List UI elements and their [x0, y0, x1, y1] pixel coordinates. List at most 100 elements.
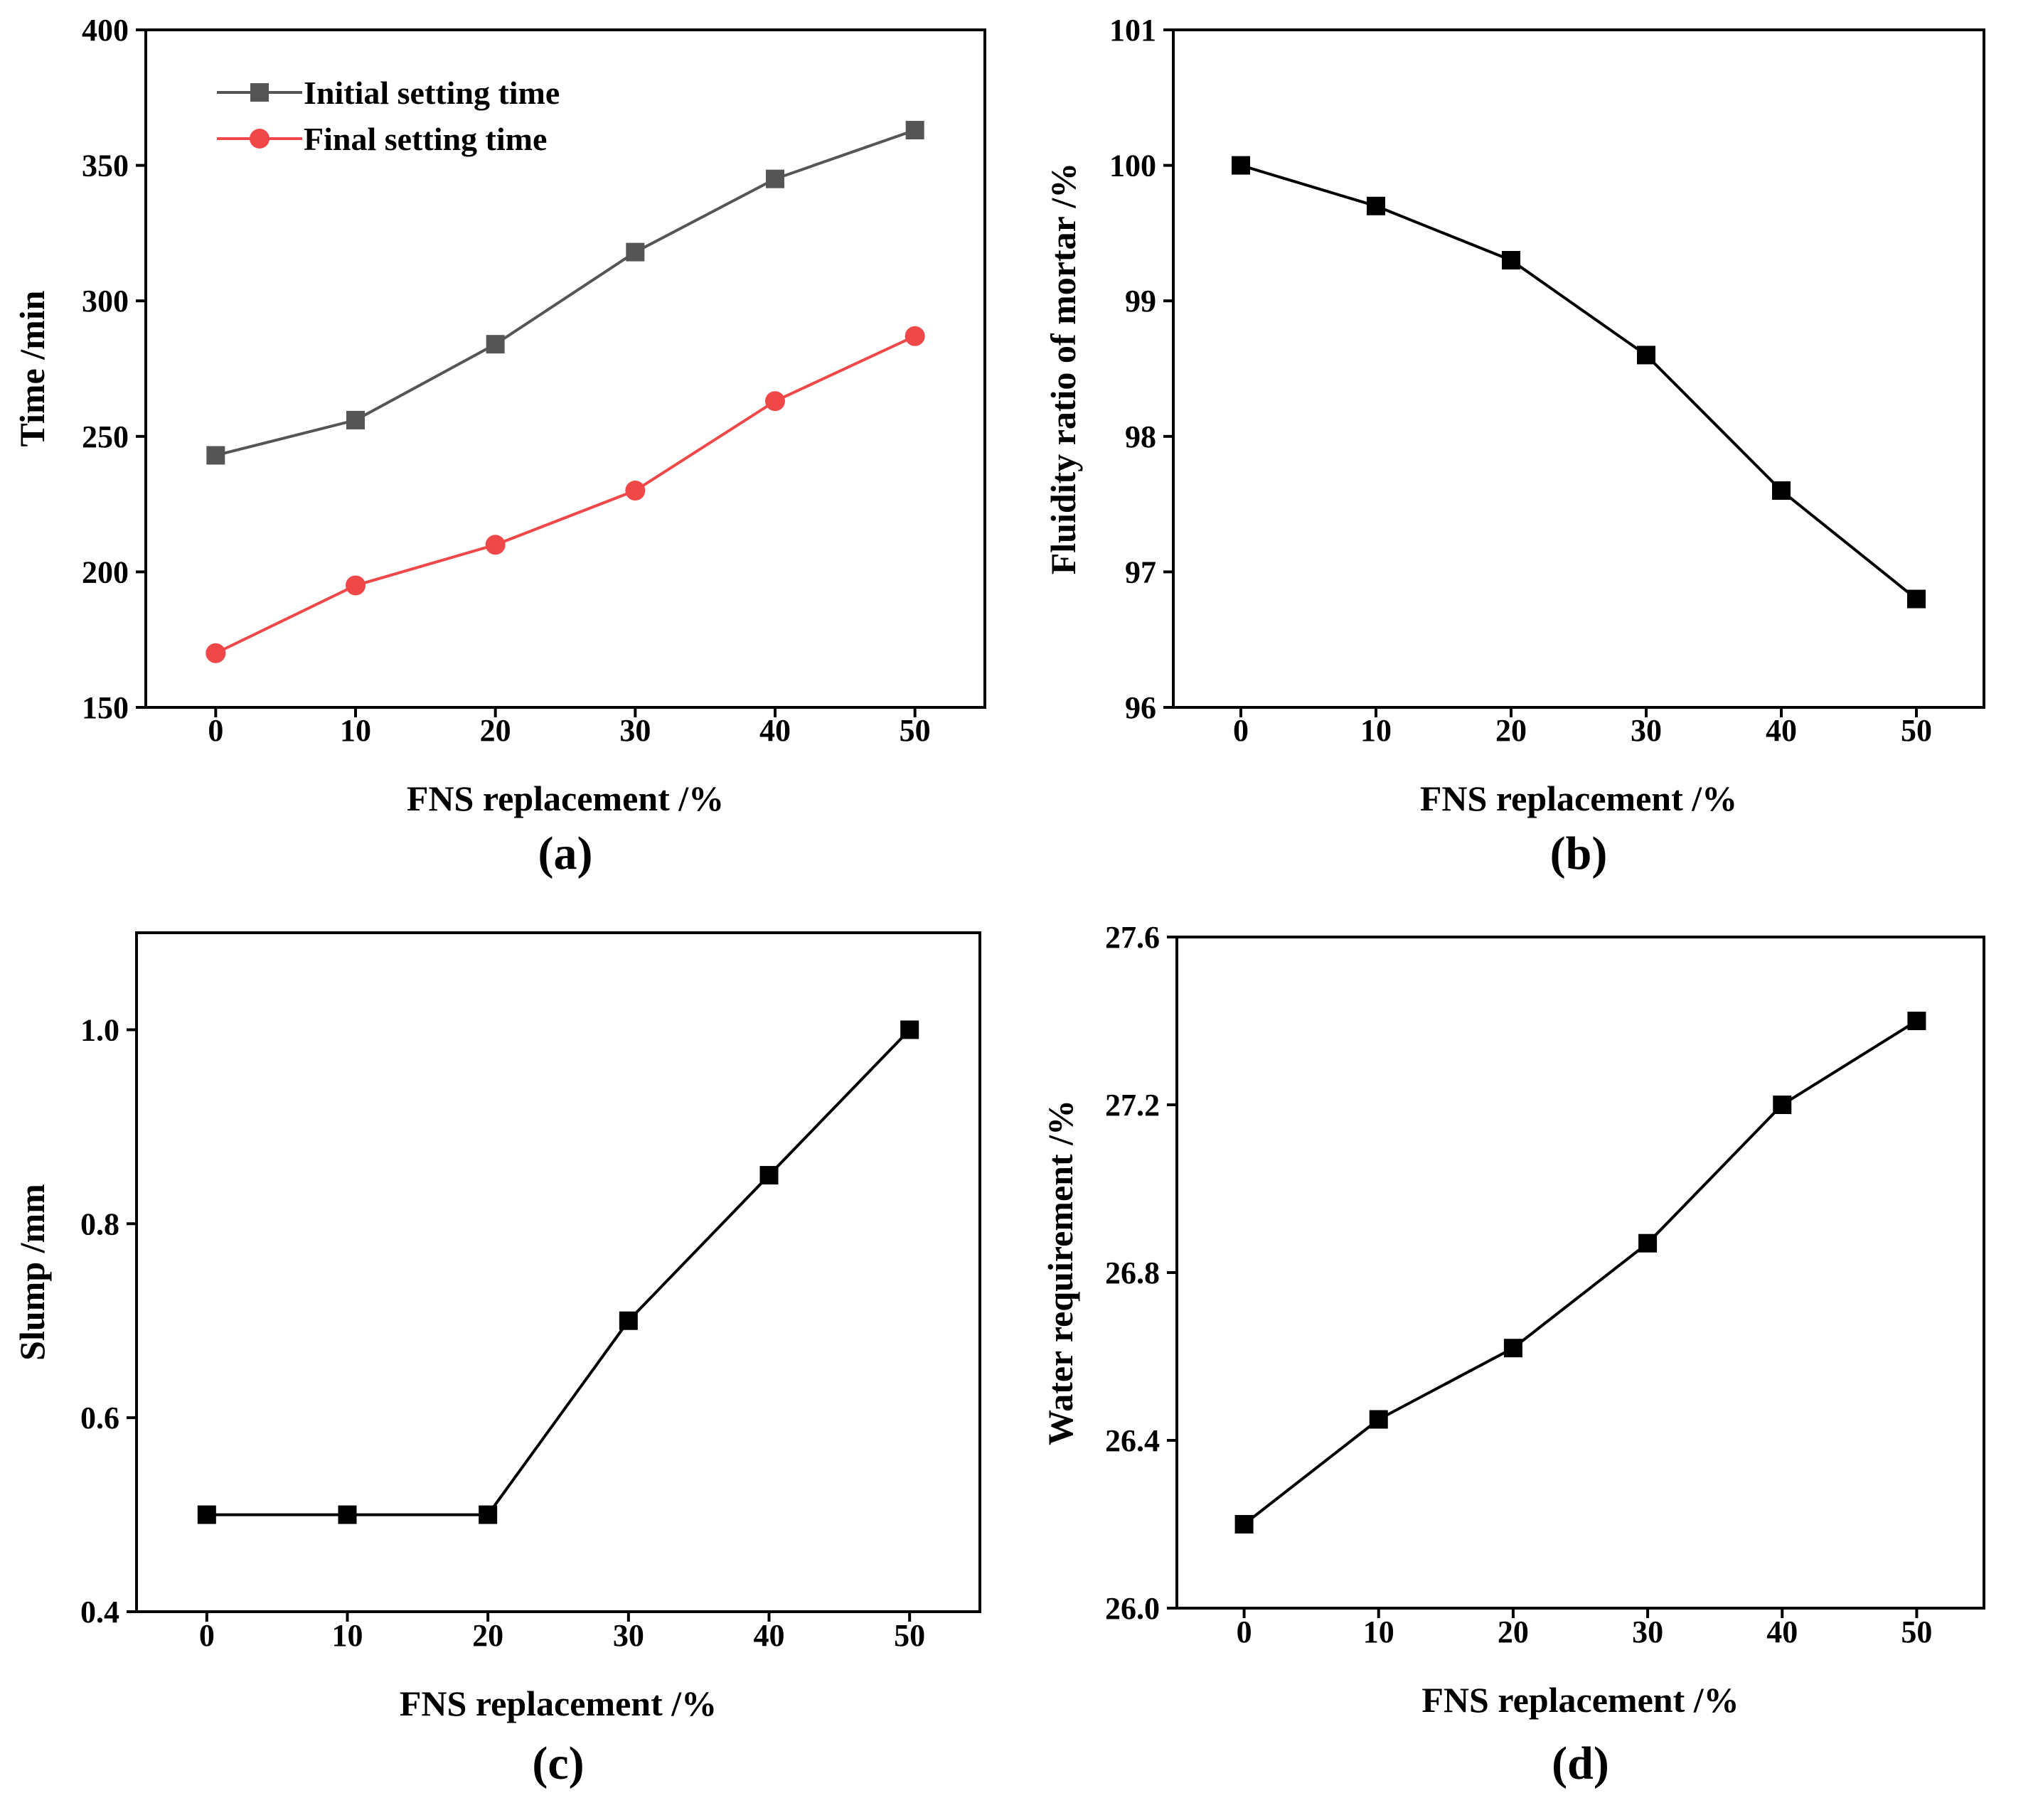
- data-point: [1234, 1515, 1254, 1533]
- series-line: [215, 129, 916, 457]
- data-point: [765, 391, 785, 412]
- data-point: [479, 1505, 498, 1524]
- panel-label: (a): [538, 828, 593, 879]
- data-point: [486, 335, 505, 354]
- y-tick-label: 27.6: [1105, 920, 1160, 955]
- plot-frame: [1175, 936, 1985, 1610]
- x-tick-label: 0: [208, 713, 223, 748]
- x-tick-label: 0: [199, 1618, 215, 1653]
- y-tick-label: 1.0: [80, 1012, 119, 1047]
- y-tick-label: 300: [82, 284, 129, 318]
- series-line: [1243, 1019, 1918, 1526]
- x-tick-label: 50: [1901, 713, 1932, 748]
- x-axis-label: FNS replacement /%: [1421, 1680, 1739, 1720]
- y-axis-label: Fluidity ratio of mortar /%: [1043, 163, 1083, 575]
- x-tick-label: 30: [619, 713, 651, 748]
- x-tick-label: 10: [340, 713, 371, 748]
- data-point: [485, 535, 506, 555]
- x-tick-label: 20: [480, 713, 511, 748]
- x-tick-label: 20: [472, 1618, 503, 1653]
- plot-frame: [135, 931, 981, 1613]
- y-tick-label: 250: [82, 419, 129, 454]
- y-tick-label: 100: [1109, 149, 1156, 183]
- x-tick-label: 20: [1498, 1615, 1529, 1649]
- x-tick-label: 30: [1632, 1615, 1663, 1649]
- x-tick-label: 50: [900, 713, 931, 748]
- x-tick-label: 40: [1766, 713, 1797, 748]
- data-point: [1773, 1096, 1792, 1114]
- x-tick-label: 10: [1360, 713, 1392, 748]
- data-point: [625, 481, 646, 501]
- series-line: [1240, 164, 1918, 601]
- legend-label: Final setting time: [304, 121, 547, 157]
- x-tick-label: 10: [332, 1618, 363, 1653]
- panel-label: (c): [532, 1738, 584, 1789]
- chart-panel-b: 0 10 20 30 40 50 96 97 98 99 100 101 FNS replacement…: [1043, 13, 1985, 879]
- x-tick-label: 30: [1631, 713, 1662, 748]
- y-tick-label: 27.2: [1105, 1088, 1160, 1123]
- data-point: [766, 169, 784, 188]
- data-point: [626, 242, 645, 262]
- data-point: [1772, 481, 1791, 500]
- data-point: [1369, 1410, 1388, 1429]
- y-tick-label: 0.8: [80, 1206, 119, 1241]
- y-tick-label: 0.6: [80, 1401, 119, 1435]
- data-point: [346, 575, 366, 596]
- legend-label: Initial setting time: [304, 75, 560, 111]
- data-point: [905, 326, 925, 346]
- data-point: [206, 446, 225, 465]
- y-axis-label: Water requirement /%: [1040, 1100, 1080, 1445]
- x-tick-label: 50: [1901, 1615, 1932, 1649]
- data-point: [1503, 1339, 1522, 1358]
- legend-marker: [250, 83, 269, 102]
- y-tick-label: 98: [1125, 419, 1156, 454]
- data-point: [1907, 589, 1926, 609]
- data-point: [900, 1020, 919, 1039]
- plot-frame: [1172, 28, 1985, 709]
- x-tick-label: 50: [894, 1618, 925, 1653]
- data-point: [905, 121, 924, 140]
- y-tick-label: 96: [1125, 690, 1156, 725]
- y-tick-label: 26.0: [1105, 1591, 1160, 1626]
- y-tick-label: 150: [82, 690, 129, 725]
- x-tick-label: 30: [613, 1618, 644, 1653]
- data-point: [206, 643, 226, 663]
- series-line: [206, 1029, 911, 1516]
- chart-panel-a: 0 10 20 30 40 50 150 200 250 300 350 400 FNS replace…: [12, 13, 986, 879]
- x-tick-label: 20: [1495, 713, 1527, 748]
- legend: Initial setting time Final setting time: [217, 75, 560, 157]
- data-point: [619, 1311, 638, 1330]
- y-tick-label: 97: [1125, 555, 1156, 589]
- y-axis-label: Time /min: [12, 290, 52, 446]
- data-point: [346, 410, 365, 429]
- y-axis-label: Slump /mm: [12, 1184, 52, 1361]
- y-tick-label: 350: [82, 149, 129, 183]
- data-point: [759, 1166, 779, 1185]
- data-point: [197, 1505, 216, 1524]
- y-tick-label: 26.8: [1105, 1256, 1160, 1290]
- y-tick-label: 101: [1109, 13, 1156, 48]
- legend-marker: [250, 129, 270, 149]
- data-point: [338, 1505, 357, 1524]
- x-axis-label: FNS replacement /%: [1420, 778, 1737, 818]
- y-tick-label: 0.4: [80, 1595, 119, 1629]
- data-point: [1907, 1012, 1926, 1030]
- y-tick-label: 26.4: [1105, 1423, 1160, 1458]
- y-tick-label: 400: [82, 13, 129, 48]
- y-tick-label: 99: [1125, 284, 1156, 318]
- data-point: [1638, 1233, 1658, 1253]
- data-point: [1502, 251, 1520, 270]
- data-point: [1367, 196, 1385, 215]
- x-tick-label: 40: [1766, 1615, 1798, 1649]
- chart-panel-d: 0 10 20 30 40 50 26.0 26.4 26.8 27.2 27.6 FNS repla…: [1040, 920, 1985, 1789]
- x-tick-label: 10: [1363, 1615, 1394, 1649]
- series-line: [215, 334, 916, 655]
- data-point: [1232, 156, 1250, 175]
- panel-label: (d): [1552, 1738, 1609, 1789]
- x-tick-label: 0: [1237, 1615, 1252, 1649]
- panel-label: (b): [1550, 828, 1608, 879]
- chart-panel-c: 0 10 20 30 40 50 0.4 0.6 0.8 1.0 FNS replacement /…: [12, 931, 981, 1789]
- x-axis-label: FNS replacement /%: [400, 1684, 717, 1723]
- x-tick-label: 0: [1233, 713, 1249, 748]
